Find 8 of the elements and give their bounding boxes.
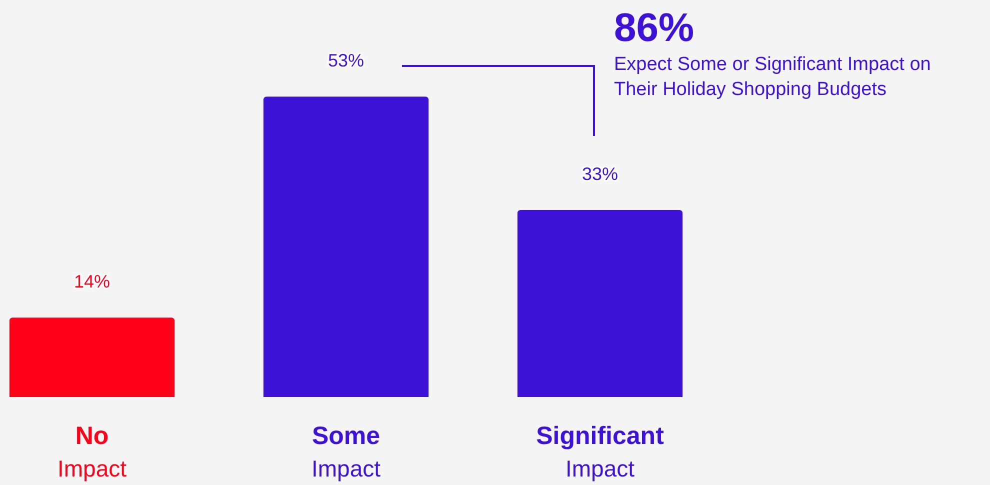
x-tick-label: Some Impact bbox=[311, 422, 382, 482]
data-label: 53% bbox=[328, 50, 364, 71]
x-tick-label: Significant Impact bbox=[536, 422, 665, 482]
data-label: 33% bbox=[582, 164, 618, 184]
x-tick-label: No Impact bbox=[57, 422, 128, 482]
data-label: 14% bbox=[74, 272, 110, 292]
annotation: Expect Some or Significant Impact on Their Holiday Shopping Budgets bbox=[614, 53, 932, 102]
text: 86% bbox=[614, 5, 696, 52]
